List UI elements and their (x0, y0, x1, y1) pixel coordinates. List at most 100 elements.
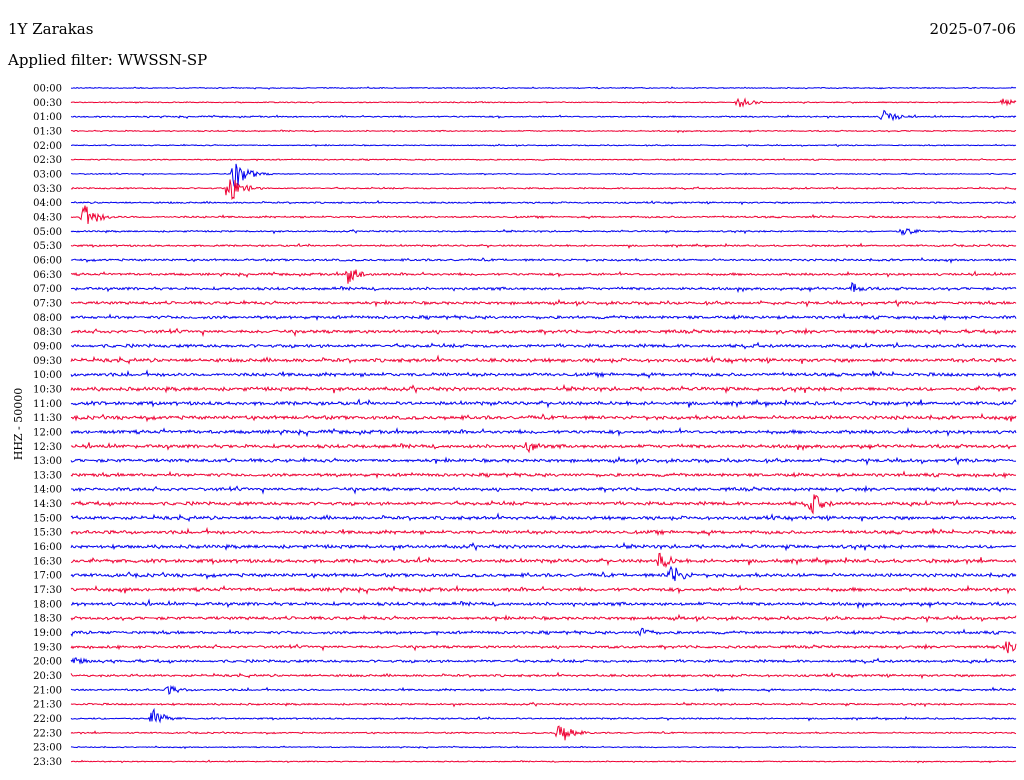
row-tick-label: 08:30 (33, 327, 62, 338)
trace-row-2300 (70, 745, 1017, 750)
trace-row-1130 (70, 412, 1017, 423)
row-tick-label: 22:00 (33, 714, 62, 725)
trace-row-0000 (70, 86, 1017, 90)
trace-row-0130 (70, 129, 1017, 134)
row-tick-label: 12:30 (33, 442, 62, 453)
trace-row-0230 (70, 157, 1017, 162)
trace-row-2330 (70, 759, 1017, 764)
row-tick-label: 10:30 (33, 384, 62, 395)
trace-row-1000 (70, 369, 1017, 379)
trace-row-0030 (70, 97, 1017, 108)
row-tick-label: 08:00 (33, 313, 62, 324)
trace-row-1930 (70, 641, 1017, 654)
trace-row-2130 (70, 701, 1017, 708)
trace-row-0100 (70, 109, 1017, 122)
trace-row-1100 (70, 398, 1017, 409)
row-tick-label: 19:00 (33, 628, 62, 639)
station-title: 1Y Zarakas (8, 20, 94, 38)
row-tick-label: 07:30 (33, 298, 62, 309)
row-tick-label: 04:30 (33, 212, 62, 223)
row-tick-label: 07:00 (33, 284, 62, 295)
row-tick-label: 05:00 (33, 227, 62, 238)
row-tick-label: 18:30 (33, 614, 62, 625)
trace-row-0800 (70, 312, 1017, 322)
trace-row-0900 (70, 341, 1017, 350)
trace-row-1730 (70, 584, 1017, 595)
row-tick-label: 06:30 (33, 270, 62, 281)
date-label: 2025-07-06 (929, 20, 1016, 38)
row-tick-label: 19:30 (33, 642, 62, 653)
row-tick-label: 10:00 (33, 370, 62, 381)
trace-row-0830 (70, 327, 1017, 338)
trace-row-1900 (70, 627, 1017, 637)
filter-label: Applied filter: WWSSN-SP (8, 51, 208, 69)
row-tick-label: 01:00 (33, 112, 62, 123)
row-tick-label: 20:30 (33, 671, 62, 682)
trace-row-1430 (70, 494, 1017, 515)
trace-row-0600 (70, 257, 1017, 264)
row-tick-label: 11:00 (33, 399, 62, 410)
row-tick-label: 17:30 (33, 585, 62, 596)
row-tick-label: 01:30 (33, 126, 62, 137)
trace-row-2100 (70, 684, 1017, 695)
row-tick-label: 21:00 (33, 685, 62, 696)
row-tick-label: 14:00 (33, 485, 62, 496)
row-tick-label: 15:30 (33, 528, 62, 539)
trace-row-1500 (70, 512, 1017, 523)
trace-row-1800 (70, 598, 1017, 610)
row-tick-label: 13:30 (33, 470, 62, 481)
trace-row-0700 (70, 281, 1017, 294)
row-tick-label: 13:00 (33, 456, 62, 467)
row-tick-label: 18:00 (33, 599, 62, 610)
trace-row-2200 (70, 707, 1017, 724)
trace-row-0500 (70, 227, 1017, 236)
row-tick-label: 04:00 (33, 198, 62, 209)
row-tick-label: 23:30 (33, 757, 62, 768)
trace-row-1830 (70, 613, 1017, 624)
trace-row-1700 (70, 565, 1017, 582)
row-tick-label: 22:30 (33, 728, 62, 739)
row-tick-label: 03:30 (33, 184, 62, 195)
row-tick-label: 12:00 (33, 427, 62, 438)
row-tick-label: 11:30 (33, 413, 62, 424)
trace-row-0300 (70, 163, 1017, 189)
row-tick-label: 16:00 (33, 542, 62, 553)
row-tick-label: 16:30 (33, 556, 62, 567)
row-tick-label: 14:30 (33, 499, 62, 510)
trace-row-1400 (70, 484, 1017, 495)
trace-row-1230 (70, 442, 1017, 454)
trace-row-0330 (70, 179, 1017, 201)
row-tick-label: 20:00 (33, 657, 62, 668)
trace-row-2000 (70, 657, 1017, 665)
trace-row-0530 (70, 242, 1017, 250)
row-tick-label: 09:30 (33, 356, 62, 367)
trace-row-1600 (70, 541, 1017, 552)
row-tick-label: 21:30 (33, 700, 62, 711)
row-tick-label: 00:00 (33, 84, 62, 95)
trace-row-2030 (70, 671, 1017, 680)
row-tick-label: 05:30 (33, 241, 62, 252)
row-tick-label: 06:00 (33, 255, 62, 266)
trace-row-1530 (70, 526, 1017, 537)
row-tick-label: 23:00 (33, 743, 62, 754)
trace-row-1630 (70, 552, 1017, 569)
trace-row-1030 (70, 383, 1017, 395)
row-tick-label: 15:00 (33, 513, 62, 524)
row-tick-label: 17:00 (33, 571, 62, 582)
trace-row-0430 (70, 205, 1017, 225)
trace-row-1200 (70, 426, 1017, 438)
trace-row-1300 (70, 455, 1017, 466)
trace-row-0730 (70, 298, 1017, 308)
trace-row-0930 (70, 354, 1017, 365)
row-tick-label: 03:00 (33, 169, 62, 180)
row-tick-label: 02:00 (33, 141, 62, 152)
row-tick-label: 02:30 (33, 155, 62, 166)
trace-row-0630 (70, 269, 1017, 284)
trace-row-0200 (71, 143, 1017, 148)
row-tick-label: 00:30 (33, 98, 62, 109)
trace-row-0400 (70, 199, 1017, 206)
trace-row-1330 (70, 470, 1017, 480)
trace-row-2230 (70, 725, 1017, 741)
row-tick-label: 09:00 (33, 341, 62, 352)
